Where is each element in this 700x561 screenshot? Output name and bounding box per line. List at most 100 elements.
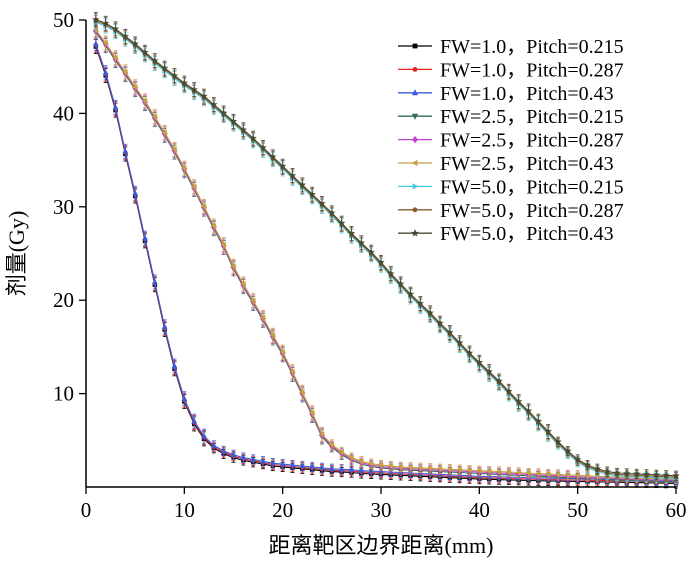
y-axis-label: 剂量(Gy) (4, 211, 29, 297)
data-point (377, 258, 385, 266)
data-point (170, 71, 179, 79)
data-point (584, 472, 590, 479)
data-point (289, 461, 296, 468)
data-point (554, 437, 562, 445)
data-point (239, 125, 248, 133)
data-point (200, 92, 208, 100)
data-point (278, 162, 287, 170)
data-point (348, 466, 355, 473)
data-point (387, 463, 394, 469)
data-point (416, 299, 425, 307)
legend-swatch-marker (411, 229, 419, 237)
data-point (466, 467, 472, 474)
legend-label: FW=5.0，Pitch=0.287 (440, 200, 624, 222)
data-point (249, 134, 257, 142)
data-point (455, 338, 464, 346)
data-point (456, 466, 462, 473)
data-point (201, 432, 207, 439)
legend-item-5: FW=2.5，Pitch=0.287 (398, 130, 624, 152)
data-point (397, 464, 403, 470)
data-point (299, 389, 305, 396)
data-point (564, 471, 571, 478)
legend-item-4: FW=2.5，Pitch=0.215 (398, 106, 624, 128)
data-point (161, 129, 167, 136)
data-point (151, 113, 158, 120)
data-point (230, 451, 237, 458)
data-point (544, 427, 552, 435)
legend-label: FW=1.0，Pitch=0.287 (440, 59, 624, 81)
data-point (515, 469, 521, 476)
data-point (229, 117, 238, 125)
data-point (132, 189, 139, 196)
data-point (328, 465, 335, 472)
legend-item-2: FW=1.0，Pitch=0.287 (398, 59, 624, 81)
data-point (250, 456, 257, 462)
data-point (92, 40, 99, 47)
data-point (102, 39, 108, 46)
data-point (210, 100, 218, 108)
data-point (318, 199, 326, 207)
data-point (358, 467, 365, 473)
y-tick-label: 10 (53, 382, 74, 406)
data-point (377, 462, 384, 468)
data-point (338, 465, 345, 472)
data-point (122, 147, 129, 154)
data-point (141, 48, 149, 56)
data-point (338, 449, 344, 455)
x-tick-label: 40 (469, 498, 490, 522)
data-point (672, 471, 680, 479)
data-point (240, 280, 246, 287)
series-9 (92, 12, 680, 481)
data-point (367, 248, 375, 256)
data-point (347, 229, 356, 237)
data-point (337, 219, 346, 227)
legend-swatch-marker (412, 207, 418, 213)
legend-item-8: FW=5.0，Pitch=0.287 (398, 200, 624, 222)
data-point (485, 468, 492, 475)
data-point (101, 19, 110, 27)
legend-swatch-marker (411, 136, 419, 144)
data-point (191, 417, 198, 424)
data-point (279, 349, 285, 355)
data-point (200, 203, 207, 210)
data-point (161, 323, 168, 330)
legend-label: FW=1.0，Pitch=0.215 (440, 36, 624, 58)
legend-item-9: FW=5.0，Pitch=0.43 (398, 223, 614, 245)
data-point (151, 278, 158, 285)
data-point (495, 468, 502, 475)
data-point (131, 39, 139, 47)
data-point (564, 447, 572, 455)
data-point (190, 183, 197, 190)
data-point (485, 367, 493, 375)
data-point (142, 234, 148, 241)
data-point (328, 208, 336, 217)
legend-item-1: FW=1.0，Pitch=0.215 (398, 36, 624, 58)
x-tick-label: 30 (371, 498, 392, 522)
data-point (426, 465, 433, 472)
data-point (219, 109, 228, 117)
legend-label: FW=2.5，Pitch=0.43 (440, 153, 614, 175)
data-point (535, 470, 541, 477)
data-point (288, 171, 297, 179)
legend: FW=1.0，Pitch=0.215FW=1.0，Pitch=0.287FW=1… (398, 36, 624, 245)
data-point (171, 146, 177, 153)
data-point (131, 83, 138, 90)
data-point (240, 454, 247, 460)
data-point (279, 460, 286, 467)
data-point (269, 152, 277, 160)
data-point (308, 190, 316, 198)
data-point (220, 241, 226, 248)
legend-label: FW=1.0，Pitch=0.43 (440, 83, 614, 105)
data-point (220, 447, 227, 454)
data-point (160, 64, 169, 72)
y-tick-label: 20 (53, 288, 74, 312)
legend-item-3: FW=1.0，Pitch=0.43 (398, 83, 614, 105)
data-point (122, 68, 128, 75)
legend-swatch-marker (412, 67, 418, 72)
data-point (249, 297, 256, 304)
legend-label: FW=2.5，Pitch=0.215 (440, 106, 624, 128)
data-point (436, 319, 444, 327)
data-point (603, 467, 611, 475)
data-point (260, 458, 266, 464)
